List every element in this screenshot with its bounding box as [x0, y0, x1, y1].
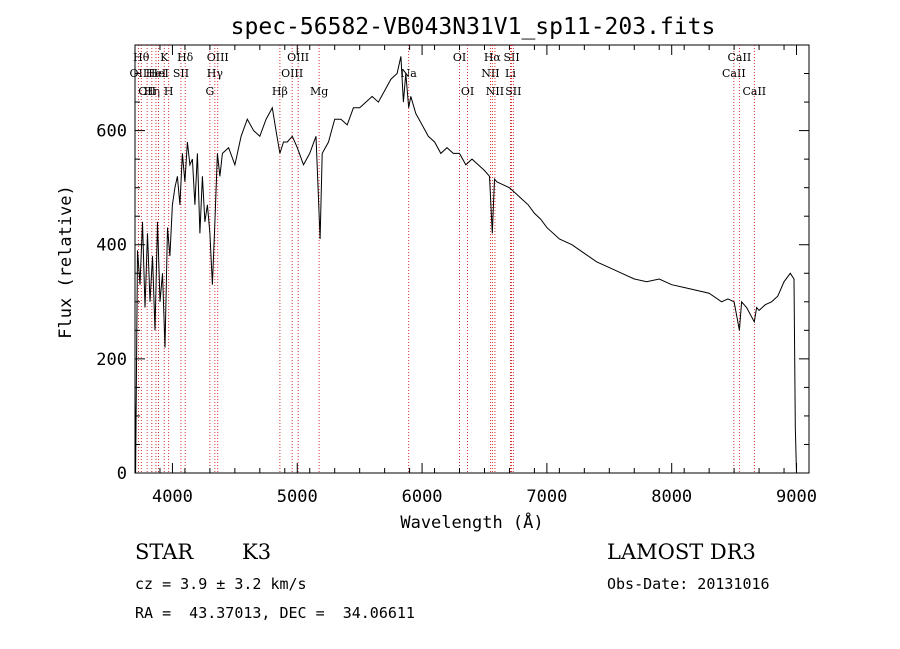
line-label-25: SII: [505, 85, 521, 98]
x-tick-label-5000: 5000: [277, 487, 318, 507]
line-label-21: Hα: [484, 51, 502, 64]
axis-ticks: 4000 5000 6000 7000 8000 9000 0 200 400 600: [96, 44, 817, 507]
line-label-24: SII: [503, 51, 519, 64]
line-label-4: HeI: [146, 67, 166, 80]
line-label-22: NII: [486, 85, 504, 98]
line-label-16: Mg: [310, 85, 328, 98]
x-axis-label: Wavelength (Å): [400, 511, 543, 533]
line-label-26: CaII: [722, 67, 746, 80]
line-label-12: OIII: [207, 51, 229, 64]
line-label-7: H: [164, 85, 174, 98]
line-label-13: Hβ: [272, 85, 288, 98]
redshift-cz: cz = 3.9 ± 3.2 km/s: [135, 575, 307, 593]
y-tick-label-0: 0: [117, 464, 127, 484]
line-label-8: SII: [173, 67, 189, 80]
line-label-17: Na: [401, 67, 418, 80]
obs-date: Obs-Date: 20131016: [607, 575, 770, 593]
line-label-28: CaII: [742, 85, 766, 98]
line-label-14: OIII: [281, 67, 303, 80]
line-label-10: G: [205, 85, 214, 98]
line-label-27: CaII: [728, 51, 752, 64]
y-axis-label: Flux (relative): [56, 185, 76, 339]
line-label-23: Li: [505, 67, 516, 80]
chart-title: spec-56582-VB043N31V1_sp11-203.fits: [231, 14, 716, 40]
y-tick-label-400: 400: [96, 236, 127, 256]
line-label-19: OI: [461, 85, 474, 98]
object-class: STAR: [135, 540, 194, 564]
line-label-9: Hδ: [177, 51, 194, 64]
object-subclass: K3: [242, 540, 272, 564]
line-label-1: Hθ: [133, 51, 150, 64]
x-tick-label-7000: 7000: [526, 487, 567, 507]
x-tick-label-8000: 8000: [651, 487, 692, 507]
spectrum-line: [134, 56, 797, 474]
line-label-15: OIII: [287, 51, 309, 64]
x-tick-label-4000: 4000: [152, 487, 193, 507]
line-label-3: Hη: [144, 85, 160, 98]
x-tick-label-9000: 9000: [776, 487, 817, 507]
line-label-2: OII: [138, 85, 156, 98]
line-label-18: OI: [453, 51, 466, 64]
line-label-5: HeI: [148, 67, 168, 80]
x-tick-label-6000: 6000: [402, 487, 443, 507]
survey-name: LAMOST DR3: [607, 540, 756, 564]
line-marker-group: OIIHθOIIHηHeIHeIKHSIIHδGHγOIIIHβOIIIOIII…: [130, 45, 766, 473]
line-label-11: Hγ: [207, 67, 224, 80]
plot-frame: [134, 44, 810, 474]
ra-dec-coordinates: RA = 43.37013, DEC = 34.06611: [135, 604, 415, 622]
y-tick-label-600: 600: [96, 122, 127, 142]
line-label-20: NII: [481, 67, 499, 80]
y-tick-label-200: 200: [96, 350, 127, 370]
line-label-6: K: [160, 51, 169, 64]
